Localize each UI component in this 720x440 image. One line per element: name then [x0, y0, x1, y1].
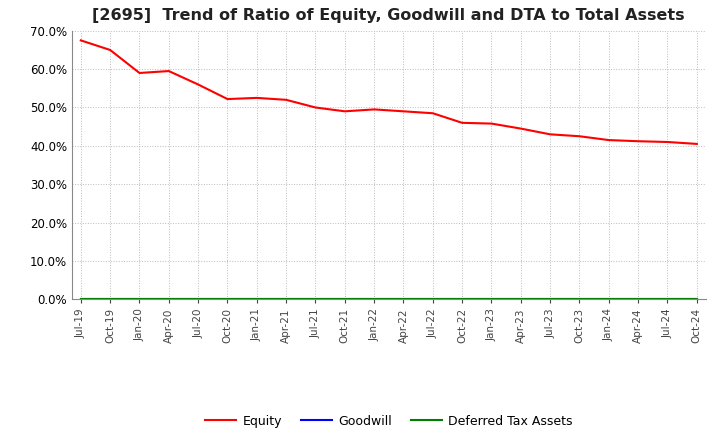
Goodwill	[341, 297, 349, 302]
Equity	[516, 126, 525, 131]
Deferred Tax Assets	[458, 297, 467, 302]
Goodwill	[106, 297, 114, 302]
Equity	[370, 107, 379, 112]
Goodwill	[135, 297, 144, 302]
Goodwill	[223, 297, 232, 302]
Equity	[487, 121, 496, 126]
Deferred Tax Assets	[370, 297, 379, 302]
Deferred Tax Assets	[605, 297, 613, 302]
Deferred Tax Assets	[428, 297, 437, 302]
Deferred Tax Assets	[282, 297, 290, 302]
Deferred Tax Assets	[194, 297, 202, 302]
Equity	[399, 109, 408, 114]
Equity	[575, 134, 584, 139]
Deferred Tax Assets	[135, 297, 144, 302]
Equity	[605, 137, 613, 143]
Goodwill	[282, 297, 290, 302]
Deferred Tax Assets	[693, 297, 701, 302]
Equity	[106, 48, 114, 53]
Line: Equity: Equity	[81, 40, 697, 144]
Deferred Tax Assets	[516, 297, 525, 302]
Deferred Tax Assets	[341, 297, 349, 302]
Goodwill	[253, 297, 261, 302]
Equity	[634, 139, 642, 144]
Equity	[135, 70, 144, 76]
Deferred Tax Assets	[253, 297, 261, 302]
Goodwill	[370, 297, 379, 302]
Equity	[164, 68, 173, 73]
Goodwill	[76, 297, 85, 302]
Equity	[76, 38, 85, 43]
Goodwill	[458, 297, 467, 302]
Deferred Tax Assets	[546, 297, 554, 302]
Deferred Tax Assets	[223, 297, 232, 302]
Goodwill	[575, 297, 584, 302]
Equity	[253, 95, 261, 101]
Legend: Equity, Goodwill, Deferred Tax Assets: Equity, Goodwill, Deferred Tax Assets	[200, 410, 577, 433]
Title: [2695]  Trend of Ratio of Equity, Goodwill and DTA to Total Assets: [2695] Trend of Ratio of Equity, Goodwil…	[92, 7, 685, 23]
Goodwill	[164, 297, 173, 302]
Goodwill	[663, 297, 672, 302]
Goodwill	[311, 297, 320, 302]
Goodwill	[693, 297, 701, 302]
Goodwill	[516, 297, 525, 302]
Equity	[546, 132, 554, 137]
Deferred Tax Assets	[575, 297, 584, 302]
Equity	[341, 109, 349, 114]
Deferred Tax Assets	[399, 297, 408, 302]
Goodwill	[546, 297, 554, 302]
Deferred Tax Assets	[663, 297, 672, 302]
Equity	[194, 82, 202, 87]
Deferred Tax Assets	[106, 297, 114, 302]
Deferred Tax Assets	[634, 297, 642, 302]
Equity	[458, 120, 467, 125]
Goodwill	[487, 297, 496, 302]
Equity	[693, 141, 701, 147]
Equity	[311, 105, 320, 110]
Goodwill	[428, 297, 437, 302]
Goodwill	[605, 297, 613, 302]
Goodwill	[399, 297, 408, 302]
Equity	[428, 110, 437, 116]
Equity	[282, 97, 290, 103]
Deferred Tax Assets	[164, 297, 173, 302]
Deferred Tax Assets	[487, 297, 496, 302]
Goodwill	[634, 297, 642, 302]
Deferred Tax Assets	[76, 297, 85, 302]
Equity	[223, 96, 232, 102]
Equity	[663, 139, 672, 145]
Goodwill	[194, 297, 202, 302]
Deferred Tax Assets	[311, 297, 320, 302]
